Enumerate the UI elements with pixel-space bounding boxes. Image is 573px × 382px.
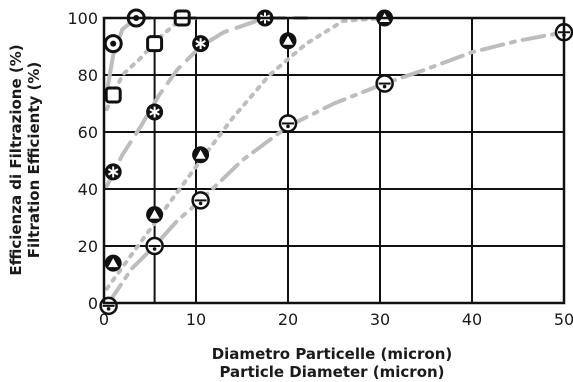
marker-asterisk	[192, 35, 210, 53]
marker-circle-bar	[375, 74, 394, 93]
grid	[103, 17, 565, 304]
marker-triangle	[192, 146, 210, 164]
marker-triangle	[146, 206, 164, 224]
series-curve-triangle	[104, 16, 387, 291]
y-tick-label: 40	[78, 180, 98, 199]
marker-triangle	[104, 254, 122, 272]
x-axis-title-line-1: Diametro Particelle (micron)	[212, 345, 453, 363]
y-axis-title-line-2: Filtration Efficienty (%)	[25, 62, 43, 259]
marker-circle-bar	[145, 236, 164, 256]
x-tick-label: 50	[554, 310, 573, 329]
x-tick-label: 20	[278, 310, 298, 329]
y-tick-label: 60	[78, 123, 98, 142]
y-tick-label: 80	[78, 66, 98, 85]
marker-square	[146, 35, 164, 53]
marker-circle-dot	[103, 34, 123, 54]
tick-labels: 0 20 40 60 80 100 0 10 20 30 40 50	[67, 9, 573, 329]
x-tick-label: 10	[186, 310, 206, 329]
marker-triangle	[279, 32, 297, 50]
y-axis-title-line-1: Efficienza di Filtrazione (%)	[7, 44, 25, 275]
data-markers	[99, 8, 573, 316]
marker-square	[104, 86, 122, 104]
trend-curves	[104, 16, 566, 305]
y-tick-label: 20	[78, 237, 98, 256]
y-tick-label: 100	[67, 9, 98, 28]
plot-frame	[102, 16, 566, 305]
marker-asterisk	[146, 103, 164, 121]
x-tick-label: 30	[370, 310, 390, 329]
plot-border	[102, 16, 566, 305]
y-tick-label: 0	[88, 294, 98, 313]
series-curve-asterisk	[104, 16, 309, 189]
x-tick-label: 0	[99, 310, 109, 329]
marker-asterisk	[104, 163, 122, 181]
x-axis-title-line-2: Particle Diameter (micron)	[219, 363, 444, 381]
x-tick-label: 40	[462, 310, 482, 329]
series-curve-circle-dot	[104, 16, 152, 95]
marker-circle-bar	[278, 114, 298, 133]
marker-circle-bar	[191, 191, 210, 210]
